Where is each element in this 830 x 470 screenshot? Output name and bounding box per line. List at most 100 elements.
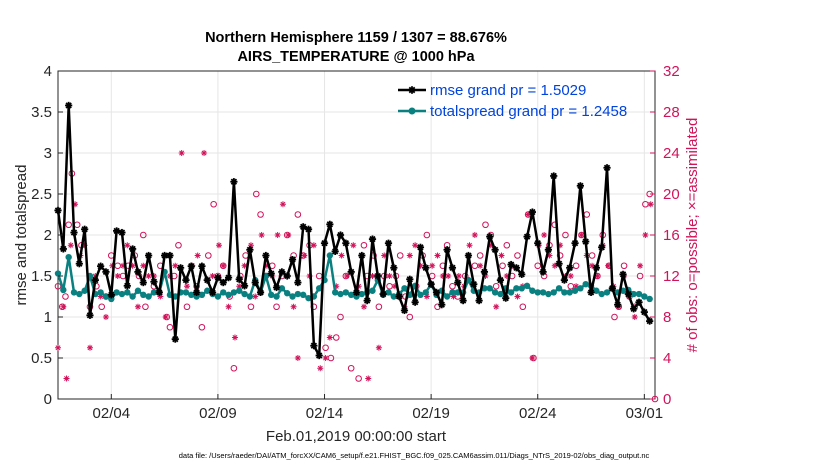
obs-assimilated-point-60-stroke bbox=[376, 345, 382, 351]
obs-possible-point-0 bbox=[54, 282, 62, 290]
totalspread-point-74 bbox=[449, 289, 456, 296]
obs-assimilated-point-88 bbox=[525, 211, 532, 218]
y-left-tick-label-0: 0 bbox=[44, 391, 52, 408]
rmse-point-110 bbox=[640, 308, 648, 316]
obs-assimilated-point-10 bbox=[102, 314, 109, 320]
rmse-point-75-stroke bbox=[454, 279, 461, 286]
rmse-point-63-stroke bbox=[390, 264, 397, 271]
rmse-point-42-stroke bbox=[278, 268, 286, 276]
footnote: data file: /Users/raeder/DAI/ATM_forcXX/… bbox=[179, 451, 650, 460]
rmse-point-84-stroke bbox=[502, 294, 509, 302]
rmse-point-39 bbox=[262, 251, 270, 260]
obs-assimilated-point-12 bbox=[114, 273, 121, 279]
rmse-point-104 bbox=[608, 284, 616, 292]
rmse-point-51 bbox=[326, 220, 334, 228]
obs-possible-point-81 bbox=[492, 282, 500, 290]
rmse-point-35-stroke bbox=[241, 282, 248, 290]
rmse-point-82-stroke bbox=[491, 246, 499, 253]
rmse-point-34 bbox=[235, 275, 243, 283]
rmse-point-41-stroke bbox=[273, 284, 280, 291]
rmse-point-60-stroke bbox=[374, 272, 382, 280]
obs-assimilated-point-12-stroke bbox=[115, 273, 121, 279]
rmse-point-79-stroke bbox=[475, 297, 483, 304]
obs-assimilated-point-103 bbox=[605, 262, 612, 269]
rmse-point-7 bbox=[91, 276, 99, 284]
totalspread-point-4 bbox=[76, 290, 83, 298]
obs-assimilated-point-37 bbox=[252, 293, 259, 300]
obs-possible-point-22 bbox=[166, 323, 174, 331]
rmse-point-103 bbox=[603, 164, 611, 172]
rmse-point-16 bbox=[139, 278, 147, 287]
grid bbox=[58, 70, 655, 400]
rmse-point-10 bbox=[107, 291, 115, 299]
totalspread-point-9 bbox=[102, 293, 110, 300]
obs-possible-point-93 bbox=[556, 252, 564, 259]
obs-assimilated-point-24-stroke bbox=[179, 150, 185, 156]
totalspread-point-94 bbox=[555, 285, 563, 292]
rmse-point-37 bbox=[251, 278, 259, 287]
obs-assimilated-point-41 bbox=[274, 232, 281, 238]
rmse-point-88-stroke bbox=[523, 233, 531, 240]
rmse-point-54-stroke bbox=[342, 240, 350, 247]
obs-assimilated-point-55-stroke bbox=[350, 242, 356, 248]
rmse-point-85 bbox=[507, 260, 515, 269]
totalspread-point-43 bbox=[284, 290, 291, 297]
obs-possible-point-96 bbox=[572, 262, 580, 270]
obs-assimilated-point-17-stroke bbox=[140, 263, 146, 269]
rmse-point-90 bbox=[534, 239, 542, 247]
obs-assimilated-point-50-stroke bbox=[323, 355, 329, 361]
obs-possible-point-98 bbox=[583, 211, 591, 218]
obs-assimilated-point-89-stroke bbox=[529, 355, 535, 361]
obs-assimilated-point-73-stroke bbox=[445, 273, 451, 279]
obs-assimilated-point-3 bbox=[67, 242, 74, 249]
obs-assimilated-point-79 bbox=[477, 262, 484, 269]
rmse-point-59-stroke bbox=[369, 235, 376, 243]
y-right-tick-label-2: 8 bbox=[663, 309, 671, 326]
rmse-point-7-stroke bbox=[92, 276, 99, 284]
rmse-point-109 bbox=[635, 298, 643, 306]
totalspread-point-42 bbox=[278, 285, 286, 292]
obs-assimilated-point-43 bbox=[285, 232, 292, 238]
totalspread-point-27 bbox=[198, 291, 206, 299]
obs-assimilated-point-31 bbox=[220, 262, 227, 269]
obs-possible-point-60 bbox=[375, 303, 383, 311]
obs-possible-point-66 bbox=[406, 313, 414, 321]
obs-assimilated-point-30 bbox=[215, 242, 222, 249]
rmse-point-33-stroke bbox=[230, 178, 238, 185]
obs-possible-point-28 bbox=[205, 252, 212, 259]
rmse-point-72-stroke bbox=[438, 301, 445, 308]
y-axis-right-label: # of obs: o=possible; ×=assimilated bbox=[684, 118, 701, 353]
rmse-point-46-stroke bbox=[300, 223, 307, 230]
rmse-point-43 bbox=[283, 272, 291, 280]
obs-assimilated-point-18 bbox=[145, 273, 152, 279]
obs-assimilated-point-96 bbox=[567, 273, 574, 279]
rmse-point-36 bbox=[246, 246, 254, 254]
y-axis-left-label: rmse and totalspread bbox=[13, 165, 30, 306]
obs-assimilated-point-17 bbox=[140, 262, 147, 269]
obs-assimilated-point-1-stroke bbox=[60, 304, 66, 310]
chart-title-line2: AIRS_TEMPERATURE @ 1000 hPa bbox=[237, 49, 475, 65]
rmse-point-107-stroke bbox=[625, 290, 632, 298]
obs-possible-point-45 bbox=[294, 211, 302, 218]
rmse-point-30-stroke bbox=[214, 274, 222, 281]
obs-assimilated-point-75 bbox=[455, 273, 462, 279]
obs-assimilated-point-3-stroke bbox=[68, 242, 74, 248]
totalspread-point-69 bbox=[422, 289, 429, 296]
obs-assimilated-point-79-stroke bbox=[477, 263, 483, 269]
rmse-point-29 bbox=[208, 288, 217, 296]
totalspread-point-45 bbox=[294, 290, 302, 298]
rmse-point-62 bbox=[384, 239, 393, 247]
rmse-point-74-stroke bbox=[449, 264, 456, 271]
obs-assimilated-point-7-stroke bbox=[87, 345, 93, 351]
obs-assimilated-point-110-stroke bbox=[642, 232, 648, 238]
totalspread-point-96 bbox=[566, 289, 573, 296]
obs-possible-point-77 bbox=[471, 262, 479, 270]
rmse-point-3-stroke bbox=[70, 229, 78, 236]
totalspread-point-91 bbox=[539, 289, 547, 296]
rmse-point-43-stroke bbox=[284, 272, 291, 280]
totalspread-point-92 bbox=[545, 290, 552, 298]
rmse-point-17 bbox=[145, 251, 153, 260]
totalspread-point-83 bbox=[497, 290, 504, 298]
rmse-point-111-stroke bbox=[646, 317, 653, 325]
rmse-point-86 bbox=[512, 264, 521, 272]
